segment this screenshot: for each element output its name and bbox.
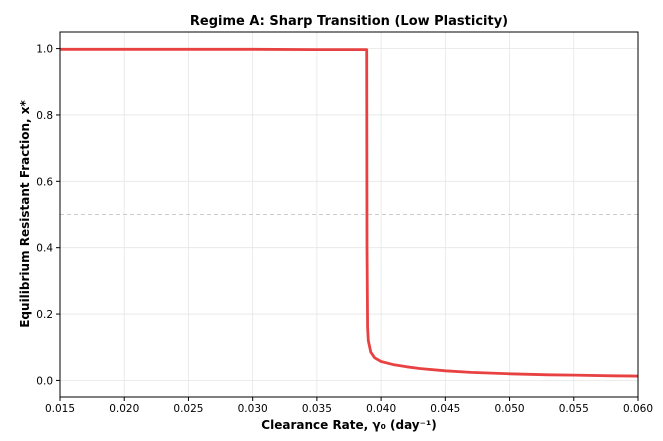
x-tick-label: 0.030 [238,403,268,415]
x-tick-label: 0.055 [559,403,589,415]
x-axis-label: Clearance Rate, γ₀ (day⁻¹) [261,418,436,432]
x-tick-label: 0.050 [495,403,525,415]
x-tick-label: 0.035 [302,403,332,415]
y-tick-label: 0.8 [36,110,53,122]
y-axis-label: Equilibrium Resistant Fraction, x* [18,100,32,328]
y-tick-label: 0.2 [36,309,53,321]
x-tick-label: 0.045 [430,403,460,415]
y-tick-label: 0.0 [36,375,53,387]
x-tick-label: 0.060 [623,403,653,415]
series-line [60,47,639,378]
x-tick-label: 0.040 [366,403,396,415]
plot-frame [59,31,639,398]
x-tick-label: 0.020 [109,403,139,415]
y-tick-label: 0.4 [36,243,53,255]
x-tick-label: 0.025 [173,403,203,415]
x-tick-label: 0.015 [45,403,75,415]
chart-title: Regime A: Sharp Transition (Low Plastici… [190,14,508,29]
y-tick-label: 1.0 [36,44,53,56]
y-tick-label: 0.6 [36,176,53,188]
